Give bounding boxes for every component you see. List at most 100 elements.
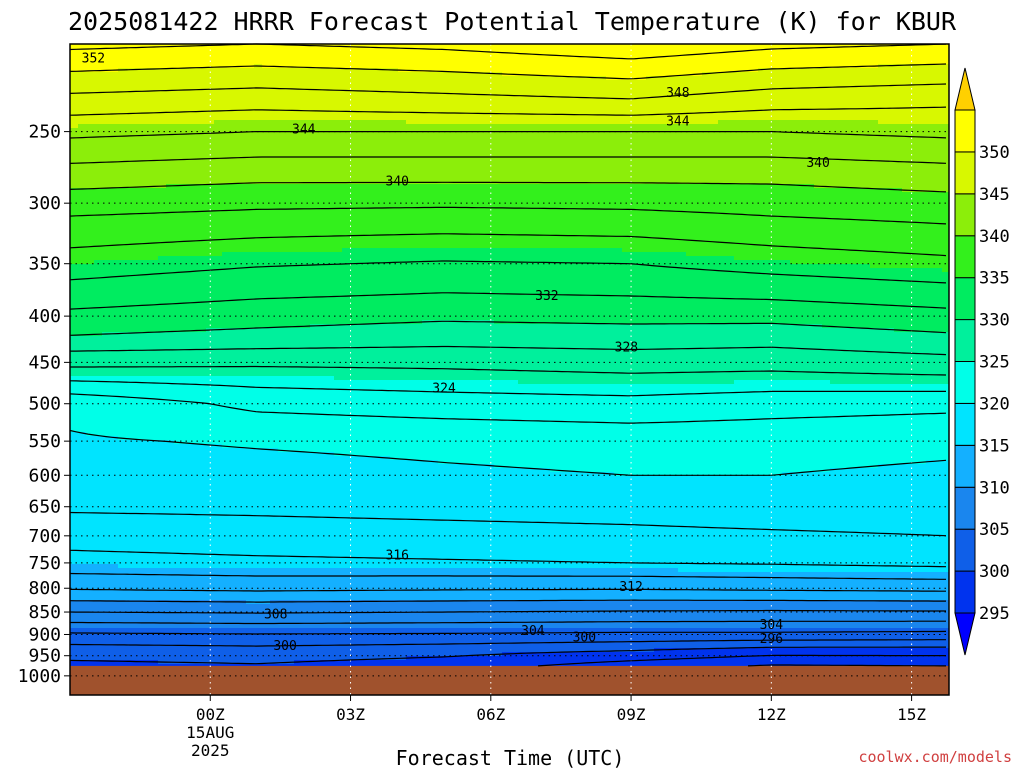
field-cell: [270, 84, 279, 89]
field-cell: [494, 136, 503, 141]
field-cell: [558, 156, 567, 161]
field-cell: [774, 176, 783, 181]
field-cell: [118, 80, 127, 85]
field-cell: [294, 132, 303, 137]
field-cell: [262, 152, 271, 157]
field-cell: [246, 196, 255, 201]
field-cell: [374, 104, 383, 109]
field-cell: [110, 196, 119, 201]
field-cell: [846, 48, 855, 53]
field-cell: [654, 152, 663, 157]
field-cell: [422, 220, 431, 225]
field-cell: [310, 52, 319, 57]
field-cell: [702, 48, 711, 53]
field-cell: [646, 88, 655, 93]
field-cell: [926, 116, 935, 121]
field-cell: [286, 64, 295, 69]
field-cell: [438, 208, 447, 213]
field-cell: [926, 212, 935, 217]
field-cell: [278, 136, 287, 141]
field-cell: [222, 152, 231, 157]
field-cell: [542, 96, 551, 101]
field-cell: [438, 136, 447, 141]
field-cell: [638, 68, 647, 73]
field-cell: [726, 88, 735, 93]
field-cell: [446, 52, 455, 57]
field-cell: [406, 112, 415, 117]
field-cell: [502, 156, 511, 161]
field-cell: [486, 108, 495, 113]
field-cell: [822, 112, 831, 117]
field-cell: [582, 76, 591, 81]
field-cell: [526, 72, 535, 77]
field-cell: [654, 104, 663, 109]
field-cell: [566, 144, 575, 149]
field-cell: [670, 120, 679, 125]
field-cell: [190, 120, 199, 125]
field-cell: [318, 160, 327, 165]
field-cell: [654, 180, 663, 185]
field-cell: [158, 188, 167, 193]
field-cell: [246, 132, 255, 137]
field-cell: [790, 192, 799, 197]
field-cell: [182, 168, 191, 173]
field-cell: [358, 96, 367, 101]
field-cell: [254, 116, 263, 121]
field-cell: [134, 176, 143, 181]
field-cell: [206, 184, 215, 189]
field-cell: [454, 76, 463, 81]
field-cell: [582, 124, 591, 129]
field-cell: [134, 112, 143, 117]
field-cell: [702, 116, 711, 121]
field-cell: [502, 144, 511, 149]
field-cell: [358, 112, 367, 117]
field-cell: [462, 64, 471, 69]
field-cell: [302, 160, 311, 165]
field-cell: [662, 84, 671, 89]
field-cell: [510, 176, 519, 181]
field-cell: [494, 120, 503, 125]
field-cell: [310, 148, 319, 153]
field-cell: [510, 104, 519, 109]
field-cell: [630, 84, 639, 89]
field-cell: [814, 60, 823, 65]
field-cell: [590, 188, 599, 193]
field-cell: [710, 184, 719, 189]
field-cell: [646, 172, 655, 177]
field-cell: [542, 148, 551, 153]
field-cell: [814, 172, 823, 177]
field-cell: [694, 68, 703, 73]
field-cell: [118, 208, 127, 213]
field-cell: [534, 160, 543, 165]
field-cell: [422, 160, 431, 165]
field-cell: [902, 48, 911, 53]
field-cell: [366, 176, 375, 181]
field-cell: [166, 116, 175, 121]
field-cell: [886, 172, 895, 177]
field-cell: [630, 88, 639, 93]
field-cell: [150, 132, 159, 137]
field-cell: [606, 112, 615, 117]
field-cell: [390, 116, 399, 121]
field-cell: [590, 92, 599, 97]
field-cell: [854, 192, 863, 197]
field-cell: [878, 68, 887, 73]
field-cell: [590, 120, 599, 125]
field-cell: [702, 156, 711, 161]
field-cell: [462, 60, 471, 65]
field-cell: [742, 148, 751, 153]
field-cell: [638, 176, 647, 181]
field-cell: [894, 116, 903, 121]
field-cell: [342, 184, 351, 189]
field-cell: [614, 192, 623, 197]
field-cell: [934, 156, 943, 161]
field-cell: [454, 144, 463, 149]
field-cell: [86, 120, 95, 125]
field-cell: [70, 120, 79, 125]
field-cell: [766, 196, 775, 201]
field-cell: [886, 52, 895, 57]
field-cell: [814, 112, 823, 117]
field-cell: [638, 196, 647, 201]
field-cell: [566, 52, 575, 57]
field-cell: [318, 68, 327, 73]
